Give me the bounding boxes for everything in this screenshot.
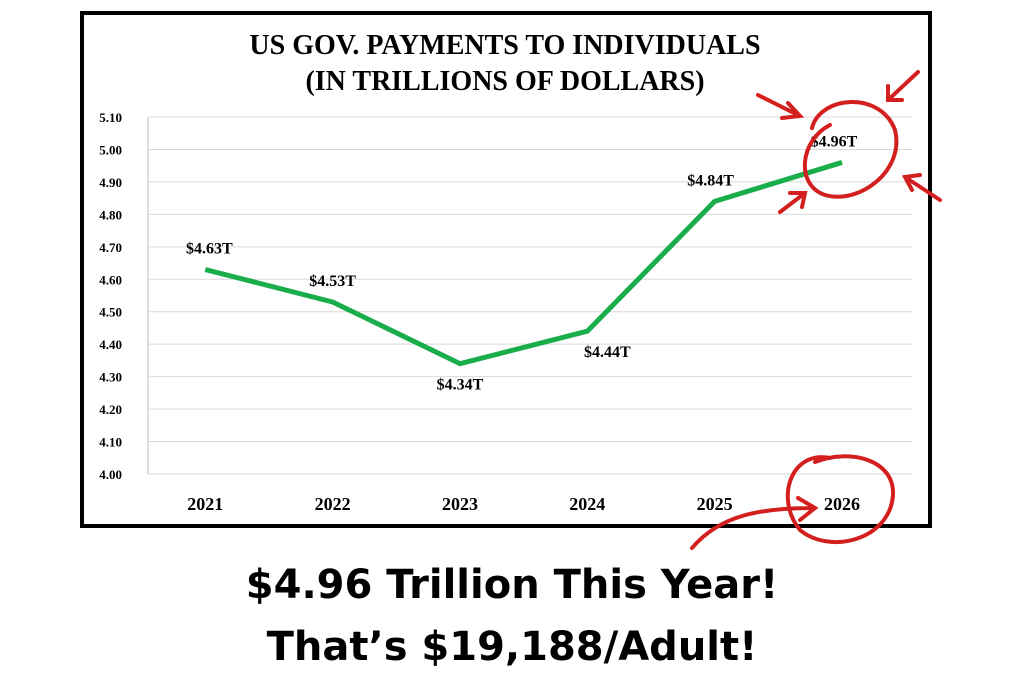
value-label: $4.44T <box>584 344 631 361</box>
arrow <box>901 173 942 202</box>
arrow <box>886 70 920 102</box>
value-label: $4.84T <box>687 172 734 189</box>
y-tick-label: 5.10 <box>99 110 122 125</box>
y-tick-label: 4.90 <box>99 175 122 190</box>
value-label: $4.63T <box>186 241 233 258</box>
x-tick-label: 2026 <box>824 494 860 514</box>
chart-title: US GOV. PAYMENTS TO INDIVIDUALS <box>249 30 760 61</box>
arrow <box>778 191 808 214</box>
arrow <box>690 496 819 550</box>
y-tick-label: 4.10 <box>99 435 122 450</box>
y-tick-label: 4.00 <box>99 467 122 482</box>
y-tick-label: 4.80 <box>99 207 122 222</box>
x-tick-label: 2021 <box>187 494 223 514</box>
x-tick-label: 2022 <box>315 494 351 514</box>
x-tick-label: 2025 <box>697 494 733 514</box>
circle <box>802 100 899 199</box>
line <box>204 160 843 367</box>
caption: That’s $19,188/Adult! <box>267 624 758 670</box>
highlight <box>690 70 942 550</box>
y-tick-label: 4.70 <box>99 240 122 255</box>
circle <box>785 454 896 545</box>
arrow <box>756 93 805 120</box>
y-tick-label: 4.50 <box>99 305 122 320</box>
chart-frame <box>80 11 932 528</box>
y-tick-label: 4.60 <box>99 272 122 287</box>
caption: $4.96 Trillion This Year! <box>246 562 778 608</box>
chart-title: (IN TRILLIONS OF DOLLARS) <box>305 66 704 97</box>
value-label: $4.96T <box>811 133 858 150</box>
y-tick-label: 4.40 <box>99 337 122 352</box>
y-tick-label: 5.00 <box>99 142 122 157</box>
x-tick-label: 2024 <box>569 494 605 514</box>
value-label: $4.53T <box>309 273 356 290</box>
value-label: $4.34T <box>437 377 484 394</box>
y-tick-label: 4.30 <box>99 370 122 385</box>
x-tick-label: 2023 <box>442 494 478 514</box>
y-tick-label: 4.20 <box>99 402 122 417</box>
